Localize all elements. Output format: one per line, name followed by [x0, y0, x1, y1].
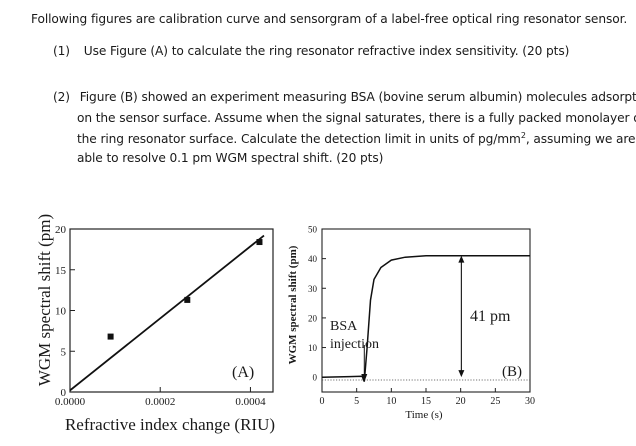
figure-b-ytick-label: 30 — [308, 284, 318, 294]
bsa-label: BSA — [330, 319, 358, 334]
figure-a-ytick-label: 20 — [55, 224, 67, 236]
figure-a-data-point — [184, 296, 191, 303]
question-1-text: Use Figure (A) to calculate the ring res… — [83, 44, 570, 58]
figure-b-xtick-label: 10 — [386, 396, 396, 407]
question-2-line-1: (2) Figure (B) showed an experiment meas… — [53, 90, 636, 104]
figure-a-ytick-label: 5 — [61, 346, 67, 358]
figure-b-ytick-label: 10 — [308, 343, 318, 353]
shift-arrow-head-top — [458, 255, 465, 263]
question-1: (1) Use Figure (A) to calculate the ring… — [53, 44, 569, 58]
question-2-text-3b: , assuming we are — [525, 132, 636, 147]
figure-b-xtick-label: 30 — [525, 396, 535, 407]
question-2-text-3a: the ring resonator surface. Calculate th… — [77, 132, 521, 147]
figure-b-ylabel: WGM spectral shift (pm) — [287, 245, 299, 364]
figure-a-ytick-label: 0 — [61, 387, 67, 399]
shift-arrow-head-bottom — [458, 370, 465, 378]
figure-a-frame — [69, 228, 274, 393]
figure-a-xtick-label: 0.0004 — [235, 396, 266, 408]
intro-text: Following figures are calibration curve … — [31, 12, 628, 26]
question-2-number: (2) — [53, 90, 70, 104]
figure-a-xtick-label: 0.0000 — [55, 396, 86, 408]
figure-b-xlabel: Time (s) — [405, 409, 443, 421]
figure-a-ytick-label: 10 — [55, 306, 67, 318]
figure-b-xtick-label: 5 — [354, 396, 359, 407]
figure-a-ylabel: WGM spectral shift (pm) — [35, 214, 54, 386]
figure-b-ytick-label: 50 — [308, 225, 318, 235]
question-2-text-1: Figure (B) showed an experiment measurin… — [79, 90, 636, 104]
question-2-line-2: on the sensor surface. Assume when the s… — [77, 111, 636, 125]
figure-b-xtick-label: 0 — [320, 396, 325, 407]
figure-b-frame — [321, 228, 531, 393]
figure-b-ytick-label: 40 — [308, 254, 318, 264]
figure-a-panel-label: (A) — [232, 364, 254, 381]
figure-a-data-point — [107, 333, 114, 340]
figure-b-panel-label: (B) — [502, 364, 522, 380]
figure-b-ytick-label: 20 — [308, 313, 318, 323]
question-1-number: (1) — [53, 44, 70, 58]
figure-b-xtick-label: 15 — [421, 396, 431, 407]
figure-a-fit-line — [69, 234, 265, 392]
superscript-2: 2 — [520, 131, 526, 140]
figure-a-xlabel: Refractive index change (RIU) — [65, 415, 275, 434]
shift-label: 41 pm — [470, 308, 511, 325]
question-2-line-3: the ring resonator surface. Calculate th… — [77, 131, 636, 147]
figure-b-ytick-label: 0 — [313, 373, 318, 383]
figure-b-xtick-label: 25 — [490, 396, 500, 407]
question-2-line-4: able to resolve 0.1 pm WGM spectral shif… — [77, 151, 384, 165]
figure-b-xtick-label: 20 — [456, 396, 466, 407]
figure-a-ytick-label: 15 — [55, 265, 67, 277]
figure-a-data-point — [256, 239, 263, 246]
figure-b-sensorgram-line — [321, 254, 530, 382]
injection-label: injection — [330, 337, 379, 352]
injection-arrow-head — [361, 374, 368, 382]
figure-a-xtick-label: 0.0002 — [145, 396, 175, 408]
